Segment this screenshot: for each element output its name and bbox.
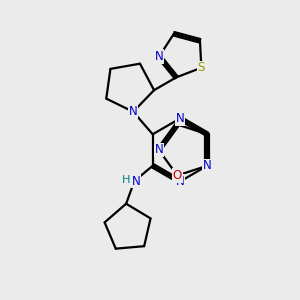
Text: N: N <box>155 50 164 63</box>
Text: N: N <box>203 159 212 172</box>
Text: N: N <box>131 175 140 188</box>
Text: N: N <box>176 175 184 188</box>
Text: S: S <box>198 61 205 74</box>
Text: N: N <box>176 112 184 125</box>
Text: O: O <box>173 169 182 182</box>
Text: H: H <box>122 175 130 185</box>
Text: N: N <box>129 105 138 118</box>
Text: N: N <box>154 143 163 157</box>
